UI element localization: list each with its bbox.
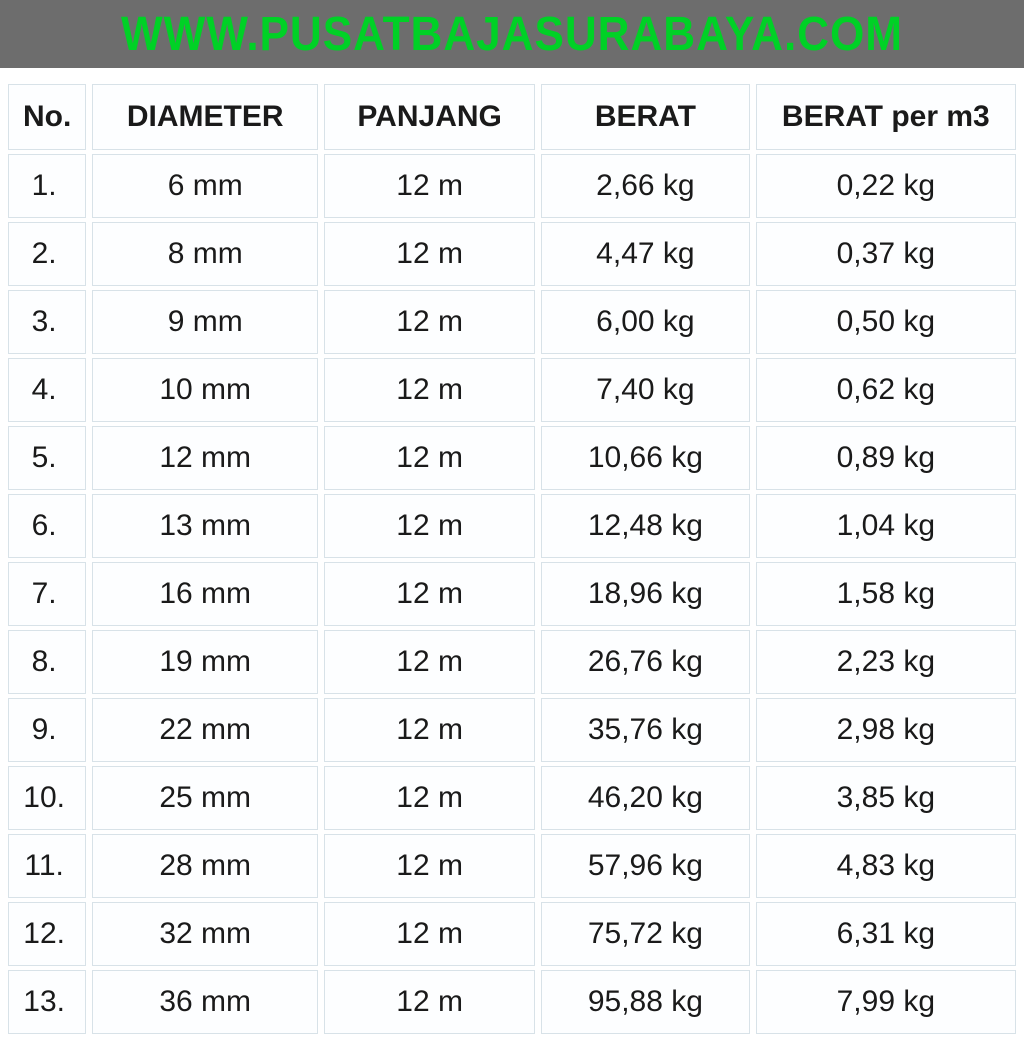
cell-berat: 57,96 kg bbox=[541, 834, 750, 898]
col-header-berat: BERAT bbox=[541, 84, 750, 150]
cell-diameter: 36 mm bbox=[92, 970, 318, 1034]
header-title: WWW.PUSATBAJASURABAYA.COM bbox=[121, 7, 903, 62]
cell-diameter: 6 mm bbox=[92, 154, 318, 218]
table-row: 7.16 mm12 m18,96 kg1,58 kg bbox=[8, 562, 1016, 626]
cell-diameter: 22 mm bbox=[92, 698, 318, 762]
table-row: 12.32 mm12 m75,72 kg6,31 kg bbox=[8, 902, 1016, 966]
cell-berat: 18,96 kg bbox=[541, 562, 750, 626]
table-row: 2.8 mm12 m4,47 kg0,37 kg bbox=[8, 222, 1016, 286]
cell-panjang: 12 m bbox=[324, 766, 535, 830]
table-row: 1.6 mm12 m2,66 kg0,22 kg bbox=[8, 154, 1016, 218]
col-header-berat-m3: BERAT per m3 bbox=[756, 84, 1016, 150]
cell-berat-m3: 1,58 kg bbox=[756, 562, 1016, 626]
cell-no: 5. bbox=[8, 426, 86, 490]
cell-berat-m3: 4,83 kg bbox=[756, 834, 1016, 898]
cell-panjang: 12 m bbox=[324, 698, 535, 762]
cell-no: 10. bbox=[8, 766, 86, 830]
table-body: 1.6 mm12 m2,66 kg0,22 kg2.8 mm12 m4,47 k… bbox=[8, 154, 1016, 1034]
cell-berat: 26,76 kg bbox=[541, 630, 750, 694]
header-bar: WWW.PUSATBAJASURABAYA.COM bbox=[0, 0, 1024, 68]
cell-panjang: 12 m bbox=[324, 222, 535, 286]
table-row: 6.13 mm12 m12,48 kg1,04 kg bbox=[8, 494, 1016, 558]
cell-diameter: 8 mm bbox=[92, 222, 318, 286]
cell-no: 9. bbox=[8, 698, 86, 762]
cell-berat: 4,47 kg bbox=[541, 222, 750, 286]
cell-diameter: 32 mm bbox=[92, 902, 318, 966]
cell-berat-m3: 0,62 kg bbox=[756, 358, 1016, 422]
cell-diameter: 10 mm bbox=[92, 358, 318, 422]
cell-berat-m3: 0,37 kg bbox=[756, 222, 1016, 286]
cell-berat-m3: 7,99 kg bbox=[756, 970, 1016, 1034]
cell-diameter: 16 mm bbox=[92, 562, 318, 626]
cell-berat: 6,00 kg bbox=[541, 290, 750, 354]
cell-berat: 7,40 kg bbox=[541, 358, 750, 422]
cell-panjang: 12 m bbox=[324, 154, 535, 218]
cell-berat: 2,66 kg bbox=[541, 154, 750, 218]
col-header-no: No. bbox=[8, 84, 86, 150]
cell-berat: 12,48 kg bbox=[541, 494, 750, 558]
cell-diameter: 13 mm bbox=[92, 494, 318, 558]
cell-diameter: 12 mm bbox=[92, 426, 318, 490]
cell-no: 4. bbox=[8, 358, 86, 422]
cell-panjang: 12 m bbox=[324, 902, 535, 966]
cell-berat-m3: 6,31 kg bbox=[756, 902, 1016, 966]
spec-table: No. DIAMETER PANJANG BERAT BERAT per m3 … bbox=[0, 80, 1024, 1038]
cell-panjang: 12 m bbox=[324, 290, 535, 354]
cell-diameter: 9 mm bbox=[92, 290, 318, 354]
cell-panjang: 12 m bbox=[324, 834, 535, 898]
table-row: 10.25 mm12 m46,20 kg3,85 kg bbox=[8, 766, 1016, 830]
cell-berat: 46,20 kg bbox=[541, 766, 750, 830]
cell-panjang: 12 m bbox=[324, 426, 535, 490]
cell-no: 1. bbox=[8, 154, 86, 218]
cell-no: 11. bbox=[8, 834, 86, 898]
cell-berat: 10,66 kg bbox=[541, 426, 750, 490]
col-header-diameter: DIAMETER bbox=[92, 84, 318, 150]
col-header-panjang: PANJANG bbox=[324, 84, 535, 150]
table-row: 4.10 mm12 m7,40 kg0,62 kg bbox=[8, 358, 1016, 422]
cell-no: 8. bbox=[8, 630, 86, 694]
cell-diameter: 25 mm bbox=[92, 766, 318, 830]
table-row: 3.9 mm12 m6,00 kg0,50 kg bbox=[8, 290, 1016, 354]
cell-berat-m3: 3,85 kg bbox=[756, 766, 1016, 830]
cell-berat: 95,88 kg bbox=[541, 970, 750, 1034]
cell-no: 3. bbox=[8, 290, 86, 354]
table-row: 13.36 mm12 m95,88 kg7,99 kg bbox=[8, 970, 1016, 1034]
table-row: 5.12 mm12 m10,66 kg0,89 kg bbox=[8, 426, 1016, 490]
table-row: 9.22 mm12 m35,76 kg2,98 kg bbox=[8, 698, 1016, 762]
table-header-row: No. DIAMETER PANJANG BERAT BERAT per m3 bbox=[8, 84, 1016, 150]
cell-no: 12. bbox=[8, 902, 86, 966]
cell-no: 6. bbox=[8, 494, 86, 558]
cell-berat-m3: 1,04 kg bbox=[756, 494, 1016, 558]
table-row: 11.28 mm12 m57,96 kg4,83 kg bbox=[8, 834, 1016, 898]
cell-no: 7. bbox=[8, 562, 86, 626]
cell-diameter: 19 mm bbox=[92, 630, 318, 694]
cell-berat: 75,72 kg bbox=[541, 902, 750, 966]
cell-panjang: 12 m bbox=[324, 494, 535, 558]
cell-panjang: 12 m bbox=[324, 630, 535, 694]
cell-panjang: 12 m bbox=[324, 358, 535, 422]
cell-no: 13. bbox=[8, 970, 86, 1034]
cell-diameter: 28 mm bbox=[92, 834, 318, 898]
cell-berat: 35,76 kg bbox=[541, 698, 750, 762]
cell-berat-m3: 0,22 kg bbox=[756, 154, 1016, 218]
table-container: No. DIAMETER PANJANG BERAT BERAT per m3 … bbox=[0, 68, 1024, 1038]
cell-panjang: 12 m bbox=[324, 970, 535, 1034]
cell-no: 2. bbox=[8, 222, 86, 286]
cell-berat-m3: 0,89 kg bbox=[756, 426, 1016, 490]
cell-panjang: 12 m bbox=[324, 562, 535, 626]
cell-berat-m3: 2,23 kg bbox=[756, 630, 1016, 694]
cell-berat-m3: 2,98 kg bbox=[756, 698, 1016, 762]
cell-berat-m3: 0,50 kg bbox=[756, 290, 1016, 354]
table-row: 8.19 mm12 m26,76 kg2,23 kg bbox=[8, 630, 1016, 694]
